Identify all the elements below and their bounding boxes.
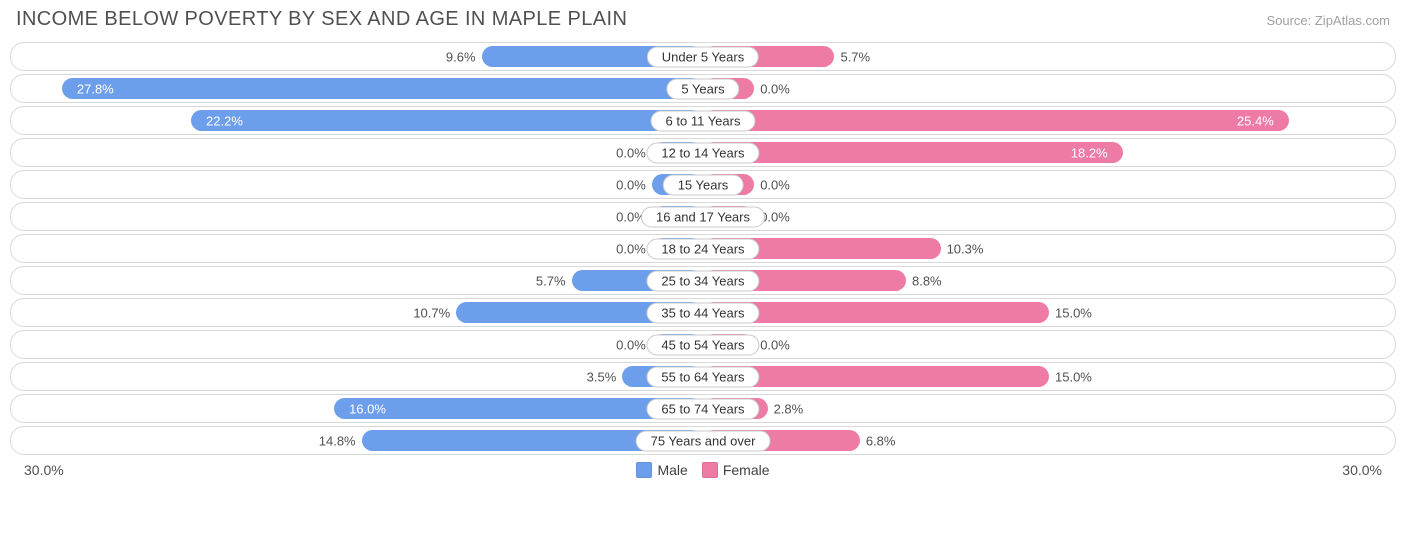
male-swatch <box>636 462 652 478</box>
table-row: Under 5 Years 9.6% 5.7% <box>10 42 1396 71</box>
table-row: 12 to 14 Years0.0% 18.2% <box>10 138 1396 167</box>
table-row: 5 Years 27.8% 0.0% <box>10 74 1396 103</box>
female-bar <box>703 110 1289 131</box>
table-row: 55 to 64 Years 3.5% 15.0% <box>10 362 1396 391</box>
age-group-label: 5 Years <box>666 78 739 99</box>
legend-female-label: Female <box>723 462 770 478</box>
table-row: 18 to 24 Years0.0% 10.3% <box>10 234 1396 263</box>
age-group-label: 6 to 11 Years <box>651 110 756 131</box>
male-bar <box>191 110 703 131</box>
legend-female: Female <box>702 462 770 478</box>
female-value: 6.8% <box>866 433 896 448</box>
table-row: 15 Years 0.0% 0.0% <box>10 170 1396 199</box>
female-value: 5.7% <box>840 49 870 64</box>
age-group-label: Under 5 Years <box>647 46 759 67</box>
age-group-label: 12 to 14 Years <box>646 142 759 163</box>
table-row: 6 to 11 Years 22.2% 25.4% <box>10 106 1396 135</box>
male-value: 22.2% <box>206 113 243 128</box>
table-row: 35 to 44 Years 10.7% 15.0% <box>10 298 1396 327</box>
male-value: 14.8% <box>319 433 356 448</box>
female-value: 25.4% <box>1237 113 1274 128</box>
male-value: 3.5% <box>587 369 617 384</box>
table-row: 16 and 17 Years0.0%0.0% <box>10 202 1396 231</box>
age-group-label: 18 to 24 Years <box>646 238 759 259</box>
legend: Male Female <box>636 462 769 478</box>
male-value: 0.0% <box>616 177 646 192</box>
female-value: 8.8% <box>912 273 942 288</box>
male-value: 10.7% <box>413 305 450 320</box>
male-value: 0.0% <box>616 241 646 256</box>
male-value: 0.0% <box>616 337 646 352</box>
male-value: 0.0% <box>616 145 646 160</box>
chart-header: INCOME BELOW POVERTY BY SEX AND AGE IN M… <box>10 8 1396 39</box>
age-group-label: 15 Years <box>663 174 744 195</box>
chart-title: INCOME BELOW POVERTY BY SEX AND AGE IN M… <box>16 8 627 31</box>
female-swatch <box>702 462 718 478</box>
age-group-label: 35 to 44 Years <box>646 302 759 323</box>
age-group-label: 16 and 17 Years <box>641 206 765 227</box>
table-row: 75 Years and over 14.8% 6.8% <box>10 426 1396 455</box>
female-bar <box>703 142 1123 163</box>
table-row: 65 to 74 Years 16.0% 2.8% <box>10 394 1396 423</box>
male-value: 9.6% <box>446 49 476 64</box>
axis-left-label: 30.0% <box>24 462 64 478</box>
female-value: 0.0% <box>760 81 790 96</box>
female-value: 0.0% <box>760 337 790 352</box>
male-value: 5.7% <box>536 273 566 288</box>
chart-rows: Under 5 Years 9.6% 5.7% 5 Years 27.8% 0.0% 6 t… <box>10 42 1396 455</box>
age-group-label: 25 to 34 Years <box>646 270 759 291</box>
age-group-label: 65 to 74 Years <box>646 398 759 419</box>
chart-source: Source: ZipAtlas.com <box>1266 13 1390 28</box>
age-group-label: 45 to 54 Years <box>646 334 759 355</box>
legend-male: Male <box>636 462 687 478</box>
table-row: 25 to 34 Years 5.7% 8.8% <box>10 266 1396 295</box>
female-value: 15.0% <box>1055 369 1092 384</box>
age-group-label: 55 to 64 Years <box>646 366 759 387</box>
female-value: 15.0% <box>1055 305 1092 320</box>
axis-row: 30.0% Male Female 30.0% <box>10 458 1396 478</box>
legend-male-label: Male <box>657 462 687 478</box>
age-group-label: 75 Years and over <box>636 430 771 451</box>
table-row: 45 to 54 Years0.0% 0.0% <box>10 330 1396 359</box>
male-value: 16.0% <box>349 401 386 416</box>
poverty-chart: INCOME BELOW POVERTY BY SEX AND AGE IN M… <box>0 0 1406 482</box>
female-value: 10.3% <box>947 241 984 256</box>
female-value: 2.8% <box>774 401 804 416</box>
female-value: 0.0% <box>760 177 790 192</box>
male-value: 27.8% <box>77 81 114 96</box>
axis-right-label: 30.0% <box>1342 462 1382 478</box>
male-bar <box>62 78 703 99</box>
female-value: 18.2% <box>1071 145 1108 160</box>
